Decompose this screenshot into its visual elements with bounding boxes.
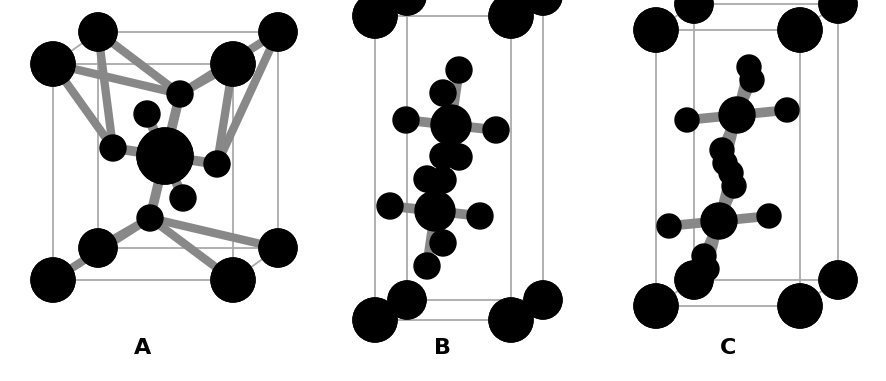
Circle shape [695,257,719,281]
Circle shape [167,81,193,107]
Circle shape [675,0,713,23]
Circle shape [211,42,255,86]
Circle shape [137,128,193,184]
Circle shape [100,135,126,161]
Circle shape [819,261,857,299]
Circle shape [204,151,230,177]
Circle shape [414,253,440,279]
Circle shape [489,0,533,38]
Circle shape [353,298,397,342]
Circle shape [415,191,455,231]
Circle shape [79,13,117,51]
Circle shape [137,205,163,231]
Circle shape [31,258,75,302]
Circle shape [446,57,472,83]
Circle shape [377,193,403,219]
Circle shape [259,229,297,267]
Circle shape [634,284,678,328]
Circle shape [819,0,857,23]
Circle shape [430,143,456,169]
Circle shape [430,230,456,256]
Circle shape [483,117,509,143]
Circle shape [431,105,471,145]
Circle shape [757,204,781,228]
Circle shape [675,261,713,299]
Circle shape [719,161,743,185]
Circle shape [31,258,75,302]
Circle shape [430,167,456,193]
Circle shape [657,214,681,238]
Circle shape [692,244,716,268]
Circle shape [489,298,533,342]
Circle shape [524,0,562,15]
Circle shape [634,8,678,52]
Circle shape [675,108,699,132]
Circle shape [778,8,822,52]
Circle shape [524,0,562,15]
Circle shape [778,8,822,52]
Circle shape [388,281,426,319]
Circle shape [31,42,75,86]
Circle shape [393,107,419,133]
Circle shape [524,281,562,319]
Circle shape [353,298,397,342]
Text: A: A [135,338,152,358]
Circle shape [524,281,562,319]
Circle shape [740,68,764,92]
Circle shape [675,0,713,23]
Circle shape [259,229,297,267]
Circle shape [489,0,533,38]
Circle shape [134,101,160,127]
Circle shape [430,80,456,106]
Text: B: B [434,338,452,358]
Circle shape [446,144,472,170]
Circle shape [737,55,761,79]
Circle shape [489,298,533,342]
Text: C: C [719,338,736,358]
Circle shape [79,229,117,267]
Circle shape [79,13,117,51]
Circle shape [137,128,193,184]
Circle shape [211,42,255,86]
Circle shape [259,13,297,51]
Circle shape [388,0,426,15]
Circle shape [719,97,755,133]
Circle shape [675,261,713,299]
Circle shape [388,281,426,319]
Circle shape [634,8,678,52]
Circle shape [701,203,737,239]
Circle shape [819,261,857,299]
Circle shape [819,0,857,23]
Circle shape [211,258,255,302]
Circle shape [713,151,737,175]
Circle shape [353,0,397,38]
Circle shape [634,284,678,328]
Circle shape [467,203,493,229]
Circle shape [31,42,75,86]
Circle shape [722,174,746,198]
Circle shape [778,284,822,328]
Circle shape [414,166,440,192]
Circle shape [388,0,426,15]
Circle shape [710,138,734,162]
Circle shape [353,0,397,38]
Circle shape [170,185,196,211]
Circle shape [79,229,117,267]
Circle shape [775,98,799,122]
Circle shape [778,284,822,328]
Circle shape [211,258,255,302]
Circle shape [259,13,297,51]
